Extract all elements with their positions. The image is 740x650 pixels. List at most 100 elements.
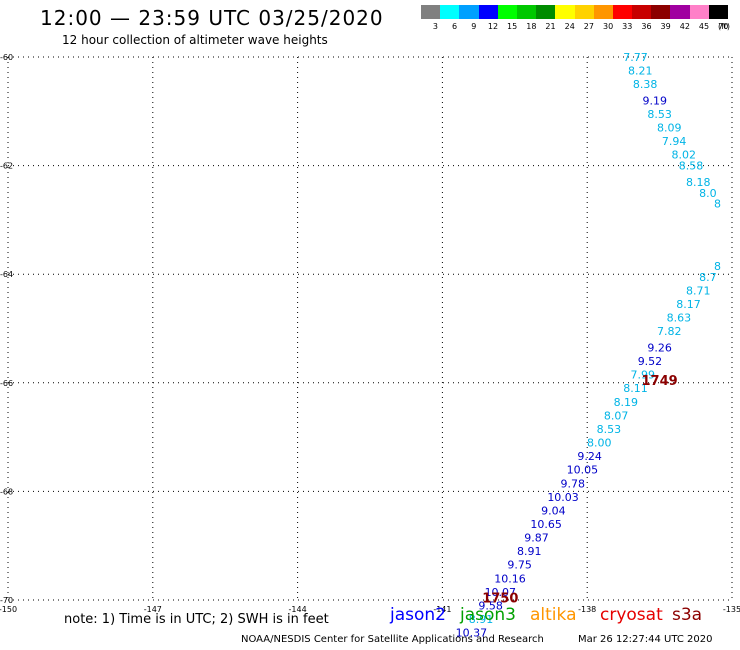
x-tick-label: -147: [144, 605, 162, 614]
legend-swatch: [536, 5, 556, 19]
wave-height-point: 9.75: [507, 559, 532, 572]
y-tick-label: -64: [0, 270, 13, 279]
legend-swatch: [555, 5, 575, 19]
legend-swatch: [478, 5, 498, 19]
legend-label: 3: [432, 22, 438, 31]
wave-height-point: 9.24: [577, 450, 602, 463]
chart-subtitle: 12 hour collection of altimeter wave hei…: [62, 33, 328, 47]
legend-swatch: [459, 5, 479, 19]
legend-swatch: [574, 5, 594, 19]
pass-time-label: 1750: [482, 591, 518, 606]
wave-height-point: 8.18: [686, 176, 711, 189]
wave-height-point: 8.07: [604, 409, 629, 422]
wave-height-point: 7.94: [662, 135, 687, 148]
satellite-s3a: s3a: [672, 605, 703, 625]
wave-height-point: 9.26: [647, 342, 672, 355]
wave-height-point: 9.87: [524, 532, 549, 545]
legend-label: 21: [545, 22, 556, 31]
x-tick-label: -144: [289, 605, 307, 614]
legend-swatch: [440, 5, 460, 19]
wave-height-point: 8.53: [647, 108, 672, 121]
legend-label: 12: [487, 22, 499, 31]
legend-swatch: [689, 5, 709, 19]
legend-label: 18: [526, 22, 537, 31]
wave-height-point: 9.78: [560, 477, 585, 490]
color-scale-labels: 3 6 9 12 15 18 21 24 27 30 33 36 39 42 45 70: [421, 22, 728, 34]
legend-label: 39: [660, 22, 671, 31]
legend-label: 36: [641, 22, 652, 31]
wave-height-point: 7.77: [623, 51, 648, 64]
satellite-jason2: jason2: [390, 605, 446, 625]
wave-height-point: 9.19: [643, 94, 668, 107]
wave-height-point: 8.38: [633, 78, 658, 91]
wave-height-point: 7.82: [657, 325, 682, 338]
generated-timestamp: Mar 26 12:27:44 UTC 2020: [578, 634, 713, 645]
legend-label: 15: [507, 22, 518, 31]
legend-label: 27: [583, 22, 594, 31]
wave-height-point: 10.65: [530, 518, 562, 531]
wave-height-point: 8.53: [597, 423, 622, 436]
legend-label: 42: [679, 22, 690, 31]
legend-label: 6: [452, 22, 458, 31]
legend-swatch: [421, 5, 441, 19]
wave-height-point: 7.99: [630, 369, 655, 382]
wave-height-point: 8.71: [686, 284, 711, 297]
wave-height-point: 9.52: [638, 355, 663, 368]
y-tick-label: -70: [0, 596, 13, 605]
footer-note: note: 1) Time is in UTC; 2) SWH is in fe…: [64, 612, 329, 627]
legend-swatch: [612, 5, 633, 19]
legend-swatch: [708, 5, 728, 19]
legend-swatch: [497, 5, 517, 19]
wave-height-point: 8.00: [587, 437, 612, 450]
chart-title: 12:00 — 23:59 UTC 03/25/2020: [40, 6, 384, 30]
legend-label: 9: [471, 22, 477, 31]
wave-height-point: 8.91: [469, 613, 494, 626]
wave-height-point: 8.91: [517, 545, 542, 558]
satellite-cryosat: cryosat: [600, 605, 663, 625]
satellite-altika: altika: [530, 605, 577, 625]
satellite-jason3: jason3: [460, 605, 516, 625]
legend-label: 30: [602, 22, 614, 31]
x-tick-label: -138: [578, 605, 596, 614]
wave-height-point: 10.07: [485, 586, 517, 599]
wave-height-point: 10.03: [547, 491, 579, 504]
wave-height-point: 9.04: [541, 504, 566, 517]
wave-height-point: 8.02: [671, 149, 696, 162]
pass-time-label: 1749: [642, 374, 678, 389]
color-scale-legend: [421, 5, 728, 19]
y-tick-label: -68: [0, 487, 13, 496]
legend-swatch: [516, 5, 537, 19]
wave-height-point: 8.21: [628, 65, 653, 78]
y-tick-label: -62: [0, 162, 13, 171]
legend-label: 33: [622, 22, 633, 31]
wave-height-point: 10.37: [456, 627, 488, 640]
legend-swatch: [593, 5, 613, 19]
credit-text: NOAA/NESDIS Center for Satellite Applica…: [241, 634, 544, 645]
wave-height-point: 9.58: [478, 599, 503, 612]
y-tick-label: -60: [0, 53, 13, 62]
y-tick-label: -66: [0, 379, 13, 388]
legend-swatch: [651, 5, 671, 19]
wave-height-point: 8.19: [614, 396, 639, 409]
wave-height-point: 10.16: [494, 572, 526, 585]
wave-height-point: 8.09: [657, 122, 682, 135]
wave-height-point: 8.0: [699, 187, 717, 200]
x-tick-label: -150: [0, 605, 17, 614]
legend-label: 70: [718, 22, 729, 31]
wave-height-point: 8: [714, 198, 721, 211]
legend-swatch: [632, 5, 652, 19]
wave-height-point: 8.58: [679, 160, 704, 173]
legend-label: 24: [564, 22, 575, 31]
wave-height-point: 8.63: [667, 312, 692, 325]
x-tick-label: -135: [723, 605, 740, 614]
x-tick-label: -141: [433, 605, 451, 614]
legend-label: 45: [698, 22, 710, 31]
wave-height-point: 8.17: [676, 298, 701, 311]
legend-unit: (ft): [718, 22, 731, 31]
legend-swatch: [670, 5, 690, 19]
wave-height-point: 8.7: [699, 271, 717, 284]
wave-height-point: 10.05: [567, 464, 599, 477]
wave-height-point: 8.11: [623, 382, 648, 395]
